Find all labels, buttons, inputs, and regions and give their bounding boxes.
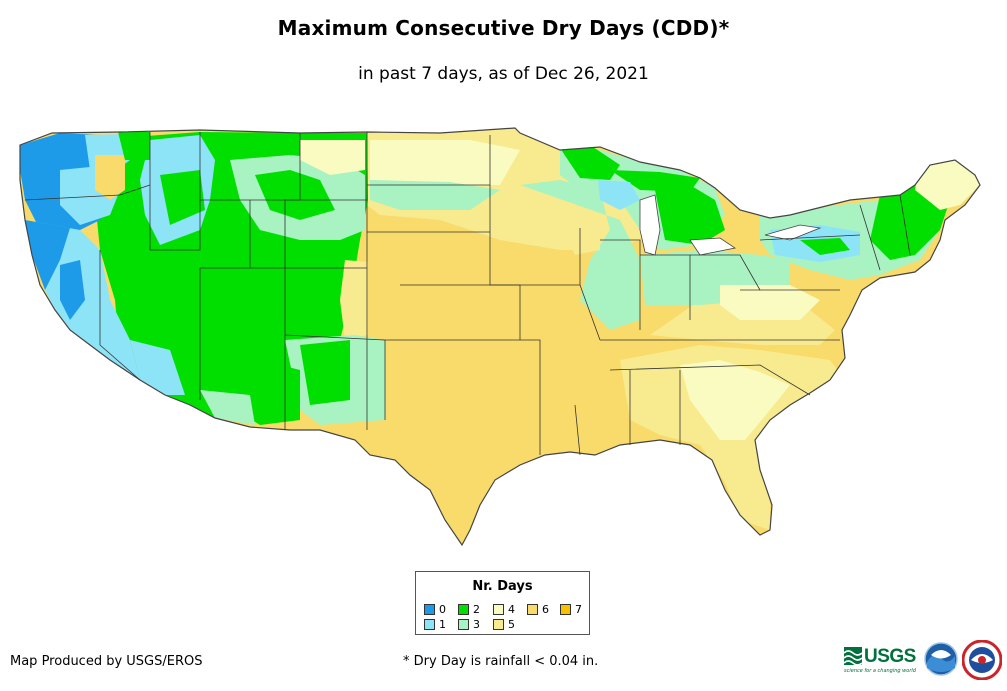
legend-item-7: 7 <box>560 603 582 616</box>
legend-swatch-1 <box>424 619 435 630</box>
legend-item-1: 1 <box>424 618 446 631</box>
legend-swatch-6 <box>527 604 538 615</box>
map-legend: Nr. Days 0 2 4 6 7 1 3 5 <box>415 571 590 635</box>
legend-title: Nr. Days <box>472 579 533 594</box>
legend-item-0: 0 <box>424 603 446 616</box>
map-title: Maximum Consecutive Dry Days (CDD)* <box>277 16 730 40</box>
legend-swatch-3 <box>458 619 469 630</box>
legend-item-2: 2 <box>458 603 480 616</box>
usgs-logo-text: USGS <box>864 646 916 667</box>
legend-swatch-4 <box>493 604 504 615</box>
nws-logo-icon <box>962 640 1002 680</box>
legend-item-5: 5 <box>493 618 515 631</box>
legend-swatch-2 <box>458 604 469 615</box>
usgs-logo: USGS science for a changing world <box>844 644 920 676</box>
legend-swatch-0 <box>424 604 435 615</box>
map-subtitle: in past 7 days, as of Dec 26, 2021 <box>358 64 649 84</box>
credit-text: Map Produced by USGS/EROS <box>10 654 203 669</box>
legend-swatch-7 <box>560 604 571 615</box>
usgs-tagline: science for a changing world <box>844 668 916 674</box>
cdd-map <box>19 127 981 547</box>
legend-item-4: 4 <box>493 603 515 616</box>
footnote-text: * Dry Day is rainfall < 0.04 in. <box>403 654 599 669</box>
legend-item-6: 6 <box>527 603 549 616</box>
legend-item-3: 3 <box>458 618 480 631</box>
legend-swatch-5 <box>493 619 504 630</box>
noaa-logo-icon <box>924 642 958 676</box>
usgs-wave-icon <box>844 647 862 665</box>
